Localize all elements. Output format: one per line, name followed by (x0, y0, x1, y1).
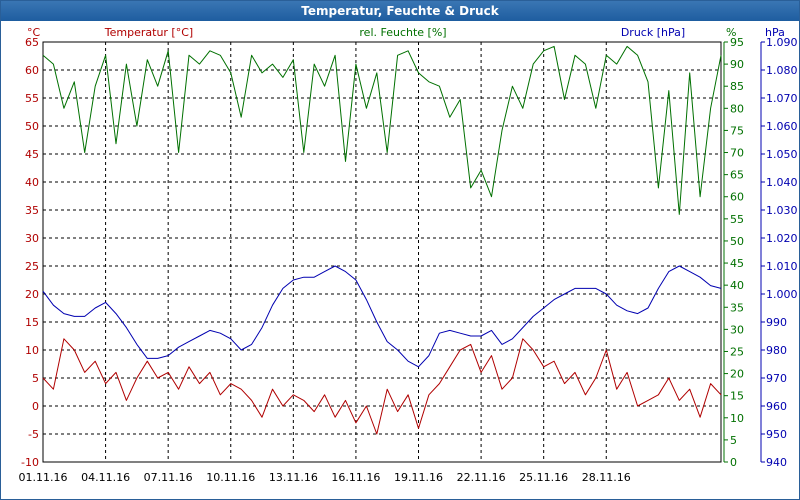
temp-tick-label: 30 (25, 232, 39, 245)
plot-area (42, 41, 722, 463)
temp-tick-label: 10 (25, 344, 39, 357)
humidity-tick-label: 45 (730, 257, 744, 270)
humidity-tick-label: 5 (730, 434, 737, 447)
pressure-tick-label: 960 (766, 400, 787, 413)
temp-tick-label: 45 (25, 148, 39, 161)
date-tick-label: 25.11.16 (519, 471, 568, 484)
date-tick-label: 22.11.16 (457, 471, 506, 484)
legend-temperature: Temperatur [°C] (104, 26, 193, 39)
temp-tick-label: 40 (25, 176, 39, 189)
pressure-tick-label: 970 (766, 372, 787, 385)
humidity-tick-label: 20 (730, 368, 744, 381)
temp-tick-label: 50 (25, 120, 39, 133)
humidity-unit-label: % (726, 26, 736, 39)
series-line-temperature (42, 338, 722, 435)
humidity-tick-label: 10 (730, 412, 744, 425)
temp-tick-label: 35 (25, 204, 39, 217)
temp-tick-label: -10 (21, 456, 39, 469)
date-tick-label: 04.11.16 (81, 471, 130, 484)
date-tick-label: 19.11.16 (394, 471, 443, 484)
pressure-tick-label: 1.080 (766, 64, 798, 77)
temp-tick-label: 0 (32, 400, 39, 413)
pressure-tick-label: 1.020 (766, 232, 798, 245)
temp-unit-label: °C (27, 26, 41, 39)
temp-tick-label: 15 (25, 316, 39, 329)
pressure-tick-label: 1.000 (766, 288, 798, 301)
legend-humidity: rel. Feuchte [%] (359, 26, 446, 39)
humidity-tick-label: 25 (730, 345, 744, 358)
date-tick-label: 13.11.16 (269, 471, 318, 484)
date-tick-label: 07.11.16 (144, 471, 193, 484)
pressure-tick-label: 1.010 (766, 260, 798, 273)
date-tick-label: 28.11.16 (582, 471, 631, 484)
temp-tick-label: -5 (28, 428, 39, 441)
humidity-tick-label: 85 (730, 80, 744, 93)
temp-tick-label: 65 (25, 36, 39, 49)
pressure-tick-label: 950 (766, 428, 787, 441)
humidity-tick-label: 80 (730, 102, 744, 115)
pressure-tick-label: 990 (766, 316, 787, 329)
pressure-tick-label: 1.090 (766, 36, 798, 49)
humidity-tick-label: 95 (730, 36, 744, 49)
temp-tick-label: 20 (25, 288, 39, 301)
pressure-tick-label: 1.040 (766, 176, 798, 189)
humidity-tick-label: 60 (730, 191, 744, 204)
chart-title: Temperatur, Feuchte & Druck (1, 1, 799, 21)
pressure-tick-label: 1.030 (766, 204, 798, 217)
pressure-tick-label: 1.050 (766, 148, 798, 161)
humidity-tick-label: 75 (730, 124, 744, 137)
pressure-tick-label: 1.070 (766, 92, 798, 105)
pressure-tick-label: 980 (766, 344, 787, 357)
humidity-tick-label: 40 (730, 279, 744, 292)
pressure-tick-label: 940 (766, 456, 787, 469)
humidity-tick-label: 30 (730, 323, 744, 336)
date-tick-label: 01.11.16 (19, 471, 68, 484)
series-line-pressure (42, 265, 722, 368)
legend-pressure: Druck [hPa] (621, 26, 685, 39)
series-line-humidity (42, 45, 722, 215)
pressure-tick-label: 1.060 (766, 120, 798, 133)
humidity-tick-label: 65 (730, 169, 744, 182)
humidity-tick-label: 70 (730, 147, 744, 160)
humidity-tick-label: 15 (730, 390, 744, 403)
pressure-unit-label: hPa (765, 26, 785, 39)
humidity-tick-label: 35 (730, 301, 744, 314)
date-tick-label: 16.11.16 (331, 471, 380, 484)
humidity-tick-label: 50 (730, 235, 744, 248)
temp-tick-label: 60 (25, 64, 39, 77)
temp-tick-label: 55 (25, 92, 39, 105)
date-tick-label: 10.11.16 (206, 471, 255, 484)
humidity-tick-label: 0 (730, 456, 737, 469)
temp-tick-label: 25 (25, 260, 39, 273)
humidity-tick-label: 90 (730, 58, 744, 71)
temp-tick-label: 5 (32, 372, 39, 385)
humidity-tick-label: 55 (730, 213, 744, 226)
